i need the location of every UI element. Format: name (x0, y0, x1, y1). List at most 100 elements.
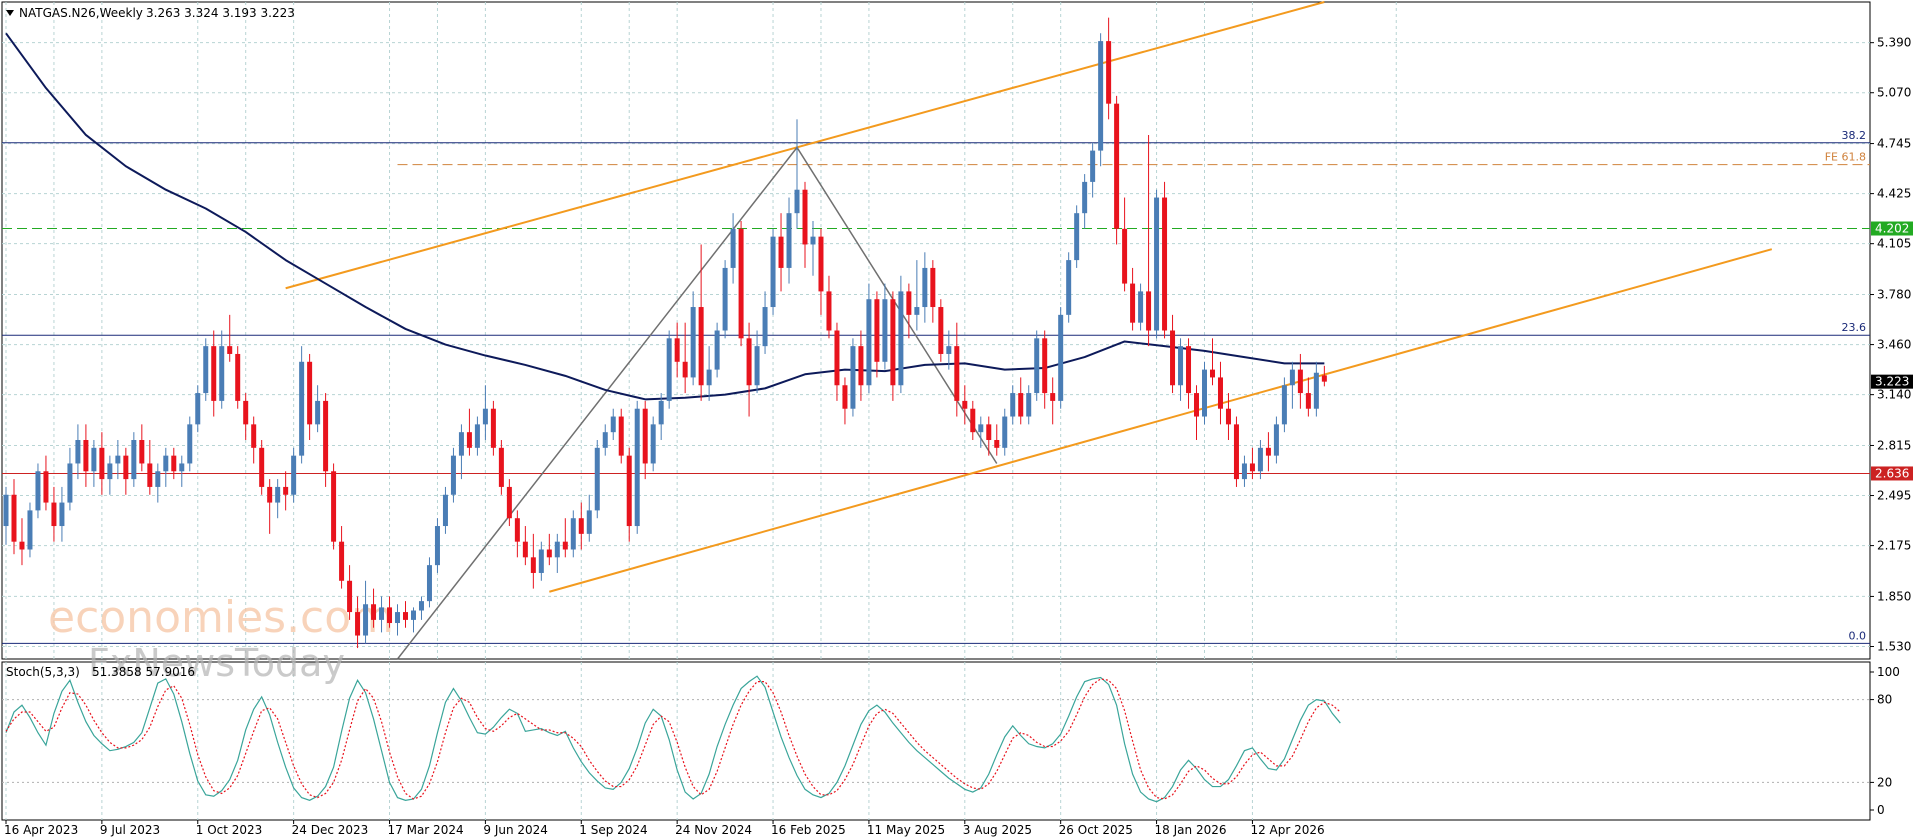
candle[interactable] (1313, 361, 1319, 417)
candle[interactable] (307, 353, 313, 440)
candle[interactable] (466, 408, 472, 456)
candle[interactable] (403, 601, 408, 628)
candle[interactable] (211, 330, 217, 417)
candle[interactable] (1194, 385, 1200, 440)
time-axis[interactable]: 16 Apr 2023 9 Jul 2023 1 Oct 2023 24 Dec 20… (4, 820, 1325, 837)
candle[interactable] (962, 385, 968, 425)
candle[interactable] (51, 486, 57, 542)
candle[interactable] (1289, 361, 1295, 409)
candle[interactable] (826, 275, 832, 339)
candle[interactable] (866, 283, 872, 394)
candle[interactable] (618, 408, 624, 464)
candle[interactable] (299, 346, 305, 464)
candle[interactable] (1058, 307, 1064, 409)
main-chart-panel[interactable] (1, 1, 1871, 660)
candle[interactable] (75, 424, 81, 480)
candle[interactable] (99, 432, 105, 495)
candle[interactable] (1018, 377, 1024, 425)
candle[interactable] (1170, 314, 1176, 394)
candle[interactable] (666, 330, 672, 409)
price-axis[interactable]: 5.390 5.070 4.745 4.425 4.105 3.780 3.460 3.140… (1870, 36, 1913, 654)
candle[interactable] (1114, 95, 1120, 245)
candle[interactable] (1305, 377, 1311, 417)
moving-average-line[interactable] (5, 32, 1325, 401)
candle[interactable] (195, 385, 201, 433)
candle[interactable] (1241, 455, 1247, 487)
candle[interactable] (690, 291, 696, 386)
candle[interactable] (634, 400, 640, 534)
candle[interactable] (1066, 252, 1072, 323)
candle[interactable] (674, 322, 680, 378)
chart-header[interactable]: NATGAS.N26,Weekly 3.263 3.324 3.193 3.22… (6, 6, 295, 20)
candle[interactable] (626, 447, 632, 542)
candle[interactable] (850, 338, 856, 417)
candle[interactable] (810, 221, 816, 276)
candle[interactable] (474, 416, 480, 456)
candle[interactable] (818, 228, 824, 315)
stoch-signal-line[interactable] (5, 678, 1341, 800)
candle[interactable] (642, 400, 648, 480)
candle[interactable] (147, 440, 153, 495)
candle[interactable] (650, 416, 656, 472)
candle[interactable] (251, 416, 257, 464)
candle[interactable] (658, 393, 664, 440)
candle[interactable] (259, 440, 265, 495)
candle[interactable] (163, 447, 169, 487)
candle[interactable] (219, 330, 225, 409)
candle[interactable] (762, 291, 768, 354)
candle[interactable] (514, 510, 520, 558)
channel-line[interactable] (549, 248, 1773, 593)
candle[interactable] (1281, 377, 1287, 433)
candle[interactable] (1050, 377, 1056, 425)
candle[interactable] (1297, 353, 1303, 409)
candle[interactable] (1138, 283, 1144, 331)
candle[interactable] (834, 322, 840, 401)
candle[interactable] (35, 463, 41, 519)
candle[interactable] (506, 479, 512, 527)
candle[interactable] (19, 518, 25, 566)
candle[interactable] (1034, 330, 1040, 401)
candle[interactable] (794, 119, 800, 229)
candle[interactable] (379, 596, 385, 633)
candle[interactable] (450, 447, 456, 503)
candle[interactable] (355, 596, 361, 649)
candle[interactable] (291, 447, 297, 503)
stoch-panel[interactable] (1, 661, 1871, 821)
candle[interactable] (610, 408, 616, 440)
candle[interactable] (1154, 189, 1160, 339)
candle[interactable] (602, 424, 608, 456)
candle[interactable] (978, 416, 984, 448)
candle[interactable] (267, 479, 273, 534)
candle[interactable] (67, 447, 73, 511)
candle[interactable] (371, 588, 377, 628)
candle[interactable] (930, 260, 936, 323)
candle[interactable] (938, 299, 944, 362)
candle[interactable] (283, 471, 289, 511)
candle[interactable] (882, 283, 888, 370)
candle[interactable] (1002, 408, 1008, 456)
candle[interactable] (339, 526, 345, 589)
candle[interactable] (27, 502, 33, 558)
candle[interactable] (1265, 432, 1271, 472)
candle[interactable] (530, 533, 536, 589)
candle[interactable] (426, 557, 432, 608)
candle[interactable] (714, 322, 720, 378)
candle[interactable] (179, 455, 185, 487)
candle[interactable] (578, 502, 584, 550)
candle[interactable] (682, 322, 688, 394)
candle[interactable] (187, 416, 193, 472)
candle[interactable] (458, 424, 464, 480)
candle[interactable] (91, 440, 97, 487)
candle[interactable] (1225, 393, 1231, 440)
triangle-down-icon[interactable] (6, 10, 14, 16)
candle[interactable] (554, 533, 560, 573)
candle[interactable] (954, 322, 960, 417)
candle[interactable] (490, 400, 496, 456)
candle[interactable] (1010, 385, 1016, 425)
candle[interactable] (1321, 365, 1327, 387)
candle[interactable] (43, 455, 49, 511)
candle[interactable] (770, 228, 776, 315)
candle[interactable] (1146, 134, 1152, 347)
candle[interactable] (171, 447, 177, 480)
candle[interactable] (922, 252, 928, 323)
